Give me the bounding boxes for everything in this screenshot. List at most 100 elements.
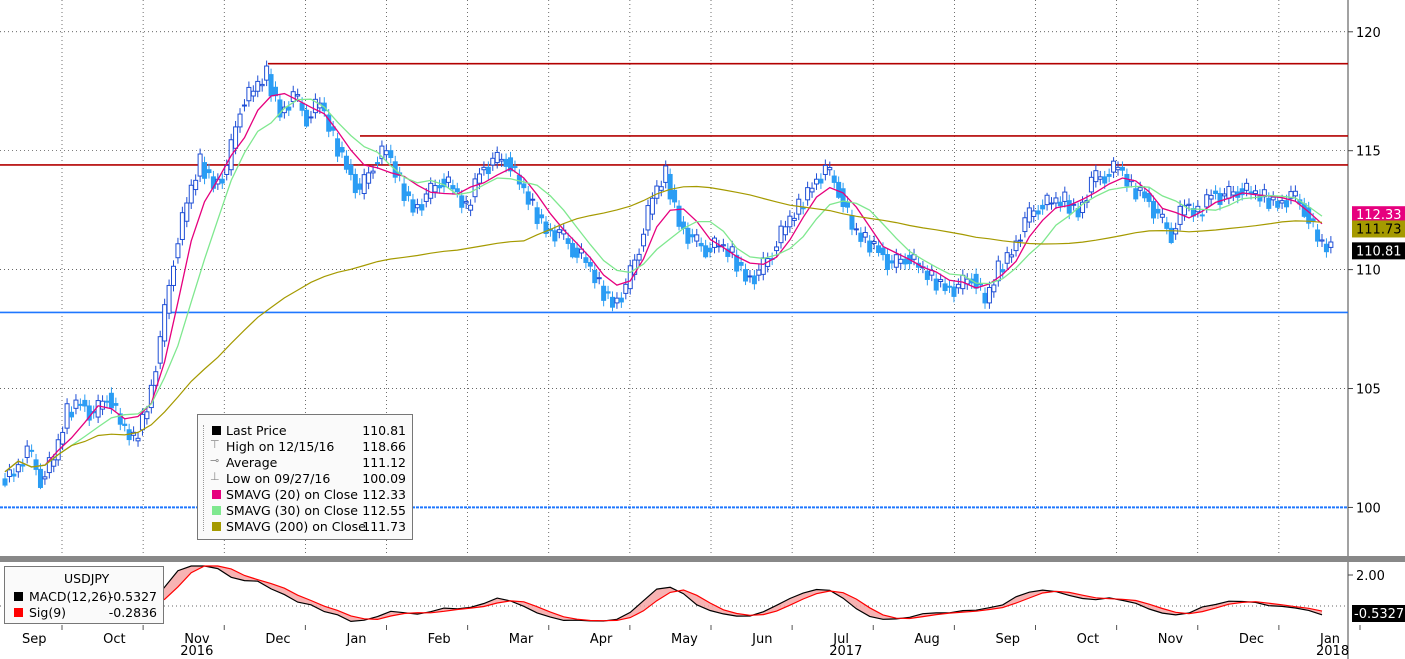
candle-body	[494, 151, 500, 164]
candle-body	[1137, 187, 1143, 191]
candle-body	[361, 174, 367, 195]
candles	[2, 60, 1334, 490]
candle-body	[233, 126, 239, 149]
candle-body	[1124, 173, 1130, 187]
candle-body	[370, 170, 376, 174]
panel-separator	[0, 556, 1405, 562]
candle-body	[942, 283, 948, 292]
candle-body	[42, 476, 48, 480]
candle-body	[445, 176, 451, 183]
candle-body	[246, 86, 252, 102]
candle-body	[1000, 269, 1006, 273]
sma200-line	[4, 185, 1323, 473]
candle-body	[751, 275, 757, 285]
candle-body	[774, 246, 780, 252]
candle-body	[1142, 191, 1148, 199]
legend-item: SMAVG (30) on Close 112.55	[198, 503, 412, 519]
candle-body	[29, 449, 35, 452]
candle-body	[552, 230, 558, 242]
candle-body	[454, 188, 460, 193]
candle-body	[357, 183, 363, 190]
candle-body	[219, 178, 225, 184]
candle-body	[1239, 188, 1245, 196]
candle-body	[973, 273, 979, 289]
x-tick-label: Dec	[265, 632, 290, 647]
y-tick-label: 105	[1356, 383, 1381, 398]
legend-item: ⊤ High on 12/15/16 118.66	[198, 438, 412, 455]
candle-body	[849, 215, 855, 230]
legend-item: Last Price 110.81	[198, 423, 412, 439]
candle-body	[1323, 243, 1329, 253]
candle-body	[641, 233, 647, 247]
x-tick-label: Jan	[346, 632, 367, 647]
candle-body	[508, 157, 514, 172]
x-tick-label: Apr	[590, 632, 613, 647]
candle-body	[366, 172, 372, 184]
candle-body	[858, 232, 864, 242]
candle-body	[388, 150, 394, 159]
candle-body	[1208, 194, 1214, 200]
candle-body	[694, 234, 700, 242]
candle-body	[663, 165, 669, 183]
x-tick-label: Oct	[1077, 632, 1099, 647]
candle-body	[162, 304, 168, 342]
candle-body	[1328, 241, 1334, 248]
candle-body	[1270, 196, 1276, 201]
x-year-label: 2017	[829, 644, 862, 659]
price-tag-label: 111.73	[1356, 222, 1402, 237]
legend-swatch	[212, 490, 221, 499]
candle-body	[512, 166, 518, 169]
candle-body	[1097, 176, 1103, 180]
macd-legend-label: Sig(9)	[29, 605, 67, 620]
candle-body	[241, 104, 247, 107]
candle-body	[304, 109, 310, 127]
y-tick-label: 100	[1356, 501, 1381, 516]
candle-body	[1159, 213, 1165, 218]
candle-body	[1102, 176, 1108, 184]
legend-label: SMAVG (30) on Close	[226, 503, 358, 518]
macd-legend-swatch	[14, 592, 23, 601]
candle-body	[51, 459, 57, 467]
legend-label: Low on 09/27/16	[226, 471, 331, 486]
candle-body	[255, 80, 261, 92]
candle-body	[250, 90, 256, 97]
candle-body	[947, 285, 953, 288]
candle-body	[406, 191, 412, 197]
candle-body	[1182, 204, 1188, 216]
candle-body	[1031, 210, 1037, 217]
candle-body	[1164, 222, 1170, 229]
candle-body	[237, 113, 243, 128]
candle-body	[729, 246, 735, 253]
legend-value: 111.73	[362, 519, 406, 534]
candle-body	[938, 279, 944, 282]
candle-body	[432, 185, 438, 193]
x-tick-label: Feb	[428, 632, 451, 647]
candle-body	[64, 403, 70, 429]
candle-body	[707, 247, 713, 253]
candle-body	[153, 371, 159, 386]
candle-body	[827, 167, 833, 171]
candle-body	[33, 459, 39, 470]
candle-body	[69, 411, 75, 418]
candle-body	[574, 247, 580, 258]
legend-value: 110.81	[362, 423, 406, 438]
candle-body	[539, 214, 545, 219]
y-tick-label: 120	[1356, 26, 1381, 41]
candle-body	[1168, 227, 1174, 243]
candle-body	[876, 245, 882, 253]
x-year-label: 2016	[180, 644, 213, 659]
candle-body	[157, 336, 163, 364]
macd-tag-bg	[1352, 605, 1405, 622]
legend-glyph-icon: ⊸	[210, 454, 220, 467]
candle-body	[24, 445, 30, 458]
candle-body	[1221, 193, 1227, 197]
candle-body	[286, 106, 292, 111]
candle-body	[592, 269, 598, 284]
legend-value: 112.55	[362, 503, 406, 518]
legend-item: ⊸ Average 111.12	[198, 454, 412, 471]
candle-body	[383, 150, 389, 156]
candle-body	[778, 225, 784, 244]
candle-body	[676, 205, 682, 227]
candle-body	[1292, 190, 1298, 197]
macd-legend-swatch	[14, 608, 23, 617]
